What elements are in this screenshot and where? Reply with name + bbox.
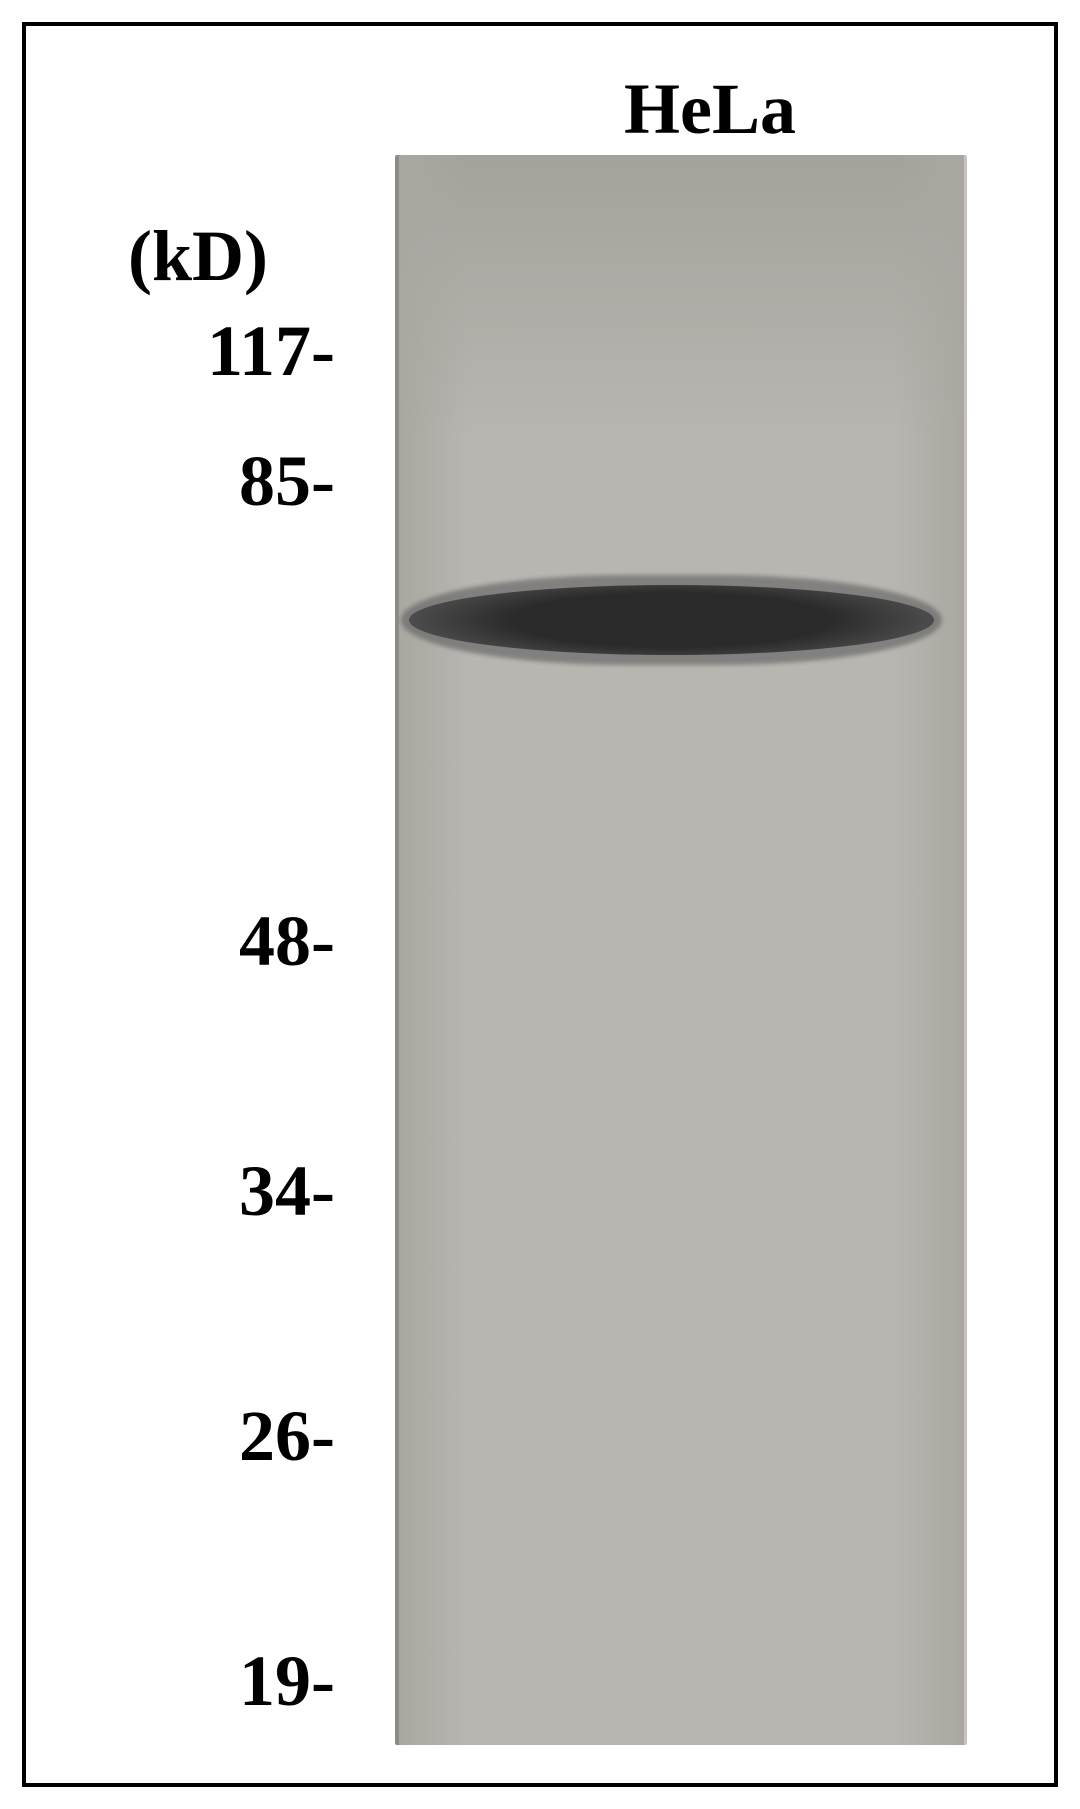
lane-shade-left (399, 155, 469, 1745)
blot-lane (395, 155, 967, 1745)
figure-panel: HeLa (kD) 117- 85- 48- 34- 26- 19- (55, 55, 1025, 1754)
marker-85: 85- (115, 440, 335, 523)
marker-48: 48- (115, 900, 335, 983)
marker-34: 34- (115, 1150, 335, 1233)
protein-band (409, 585, 934, 655)
lane-label-hela: HeLa (560, 68, 860, 151)
axis-unit-kd: (kD) (128, 215, 268, 298)
marker-117: 117- (115, 310, 335, 393)
marker-19: 19- (115, 1640, 335, 1723)
lane-shade-right (894, 155, 964, 1745)
marker-26: 26- (115, 1395, 335, 1478)
